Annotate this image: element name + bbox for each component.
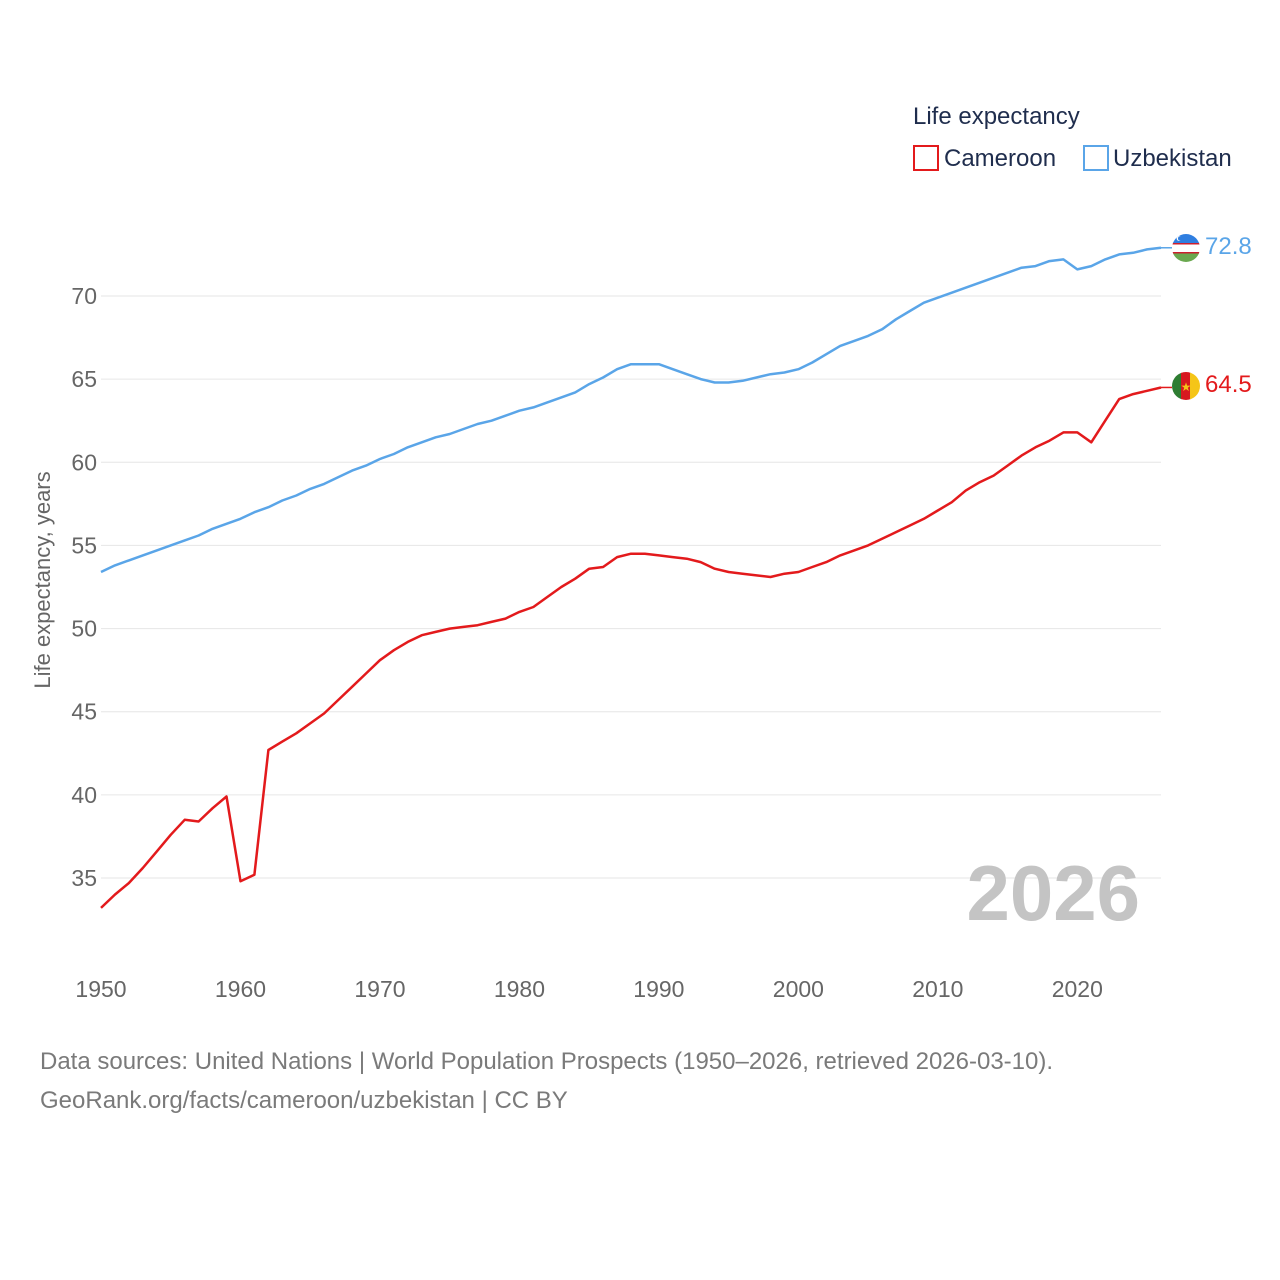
attribution-link[interactable]: GeoRank.org/facts/cameroon/uzbekistan | … — [40, 1087, 568, 1114]
end-value-label-uzbekistan: 72.8 — [1205, 233, 1252, 260]
series-line-uzbekistan[interactable] — [100, 246, 1162, 574]
y-tick-label: 50 — [71, 616, 97, 642]
x-tick-label: 2010 — [912, 976, 963, 1002]
x-tick-label: 1970 — [354, 976, 405, 1002]
data-sources-text: Data sources: United Nations | World Pop… — [40, 1048, 1054, 1075]
legend-swatch-cameroon[interactable] — [913, 145, 939, 171]
y-tick-label: 40 — [71, 782, 97, 808]
x-tick-label: 2020 — [1052, 976, 1103, 1002]
current-year-label: 2026 — [966, 849, 1140, 937]
y-tick-label: 60 — [71, 449, 97, 475]
y-tick-label: 45 — [71, 699, 97, 725]
x-tick-label: 1980 — [494, 976, 545, 1002]
series-end-labels: 64.5 72.8 — [1161, 233, 1252, 398]
x-axis-ticks: 1950 1960 1970 1980 1990 2000 2010 2020 — [75, 976, 1102, 1002]
end-value-label-cameroon: 64.5 — [1205, 371, 1252, 398]
y-axis-label: Life expectancy, years — [30, 471, 55, 688]
legend-swatch-uzbekistan[interactable] — [1083, 145, 1109, 171]
y-tick-label: 35 — [71, 865, 97, 891]
legend: Life expectancy Cameroon Uzbekistan — [913, 103, 1232, 172]
series-line-cameroon[interactable] — [100, 386, 1162, 909]
x-tick-label: 1990 — [633, 976, 684, 1002]
legend-label-cameroon[interactable]: Cameroon — [944, 145, 1056, 172]
y-tick-label: 70 — [71, 283, 97, 309]
uzbekistan-flag-icon — [1172, 234, 1200, 262]
gridlines — [101, 295, 1161, 879]
series-lines — [100, 246, 1162, 909]
svg-text:★: ★ — [1181, 380, 1192, 394]
x-tick-label: 2000 — [773, 976, 824, 1002]
y-tick-label: 65 — [71, 366, 97, 392]
y-axis-ticks: 35 40 45 50 55 60 65 70 — [71, 283, 97, 891]
y-tick-label: 55 — [71, 532, 97, 558]
cameroon-flag-icon: ★ — [1172, 372, 1200, 400]
x-tick-label: 1960 — [215, 976, 266, 1002]
legend-label-uzbekistan[interactable]: Uzbekistan — [1113, 145, 1232, 172]
legend-title: Life expectancy — [913, 103, 1080, 130]
source-footer: Data sources: United Nations | World Pop… — [40, 1042, 1053, 1120]
x-tick-label: 1950 — [75, 976, 126, 1002]
